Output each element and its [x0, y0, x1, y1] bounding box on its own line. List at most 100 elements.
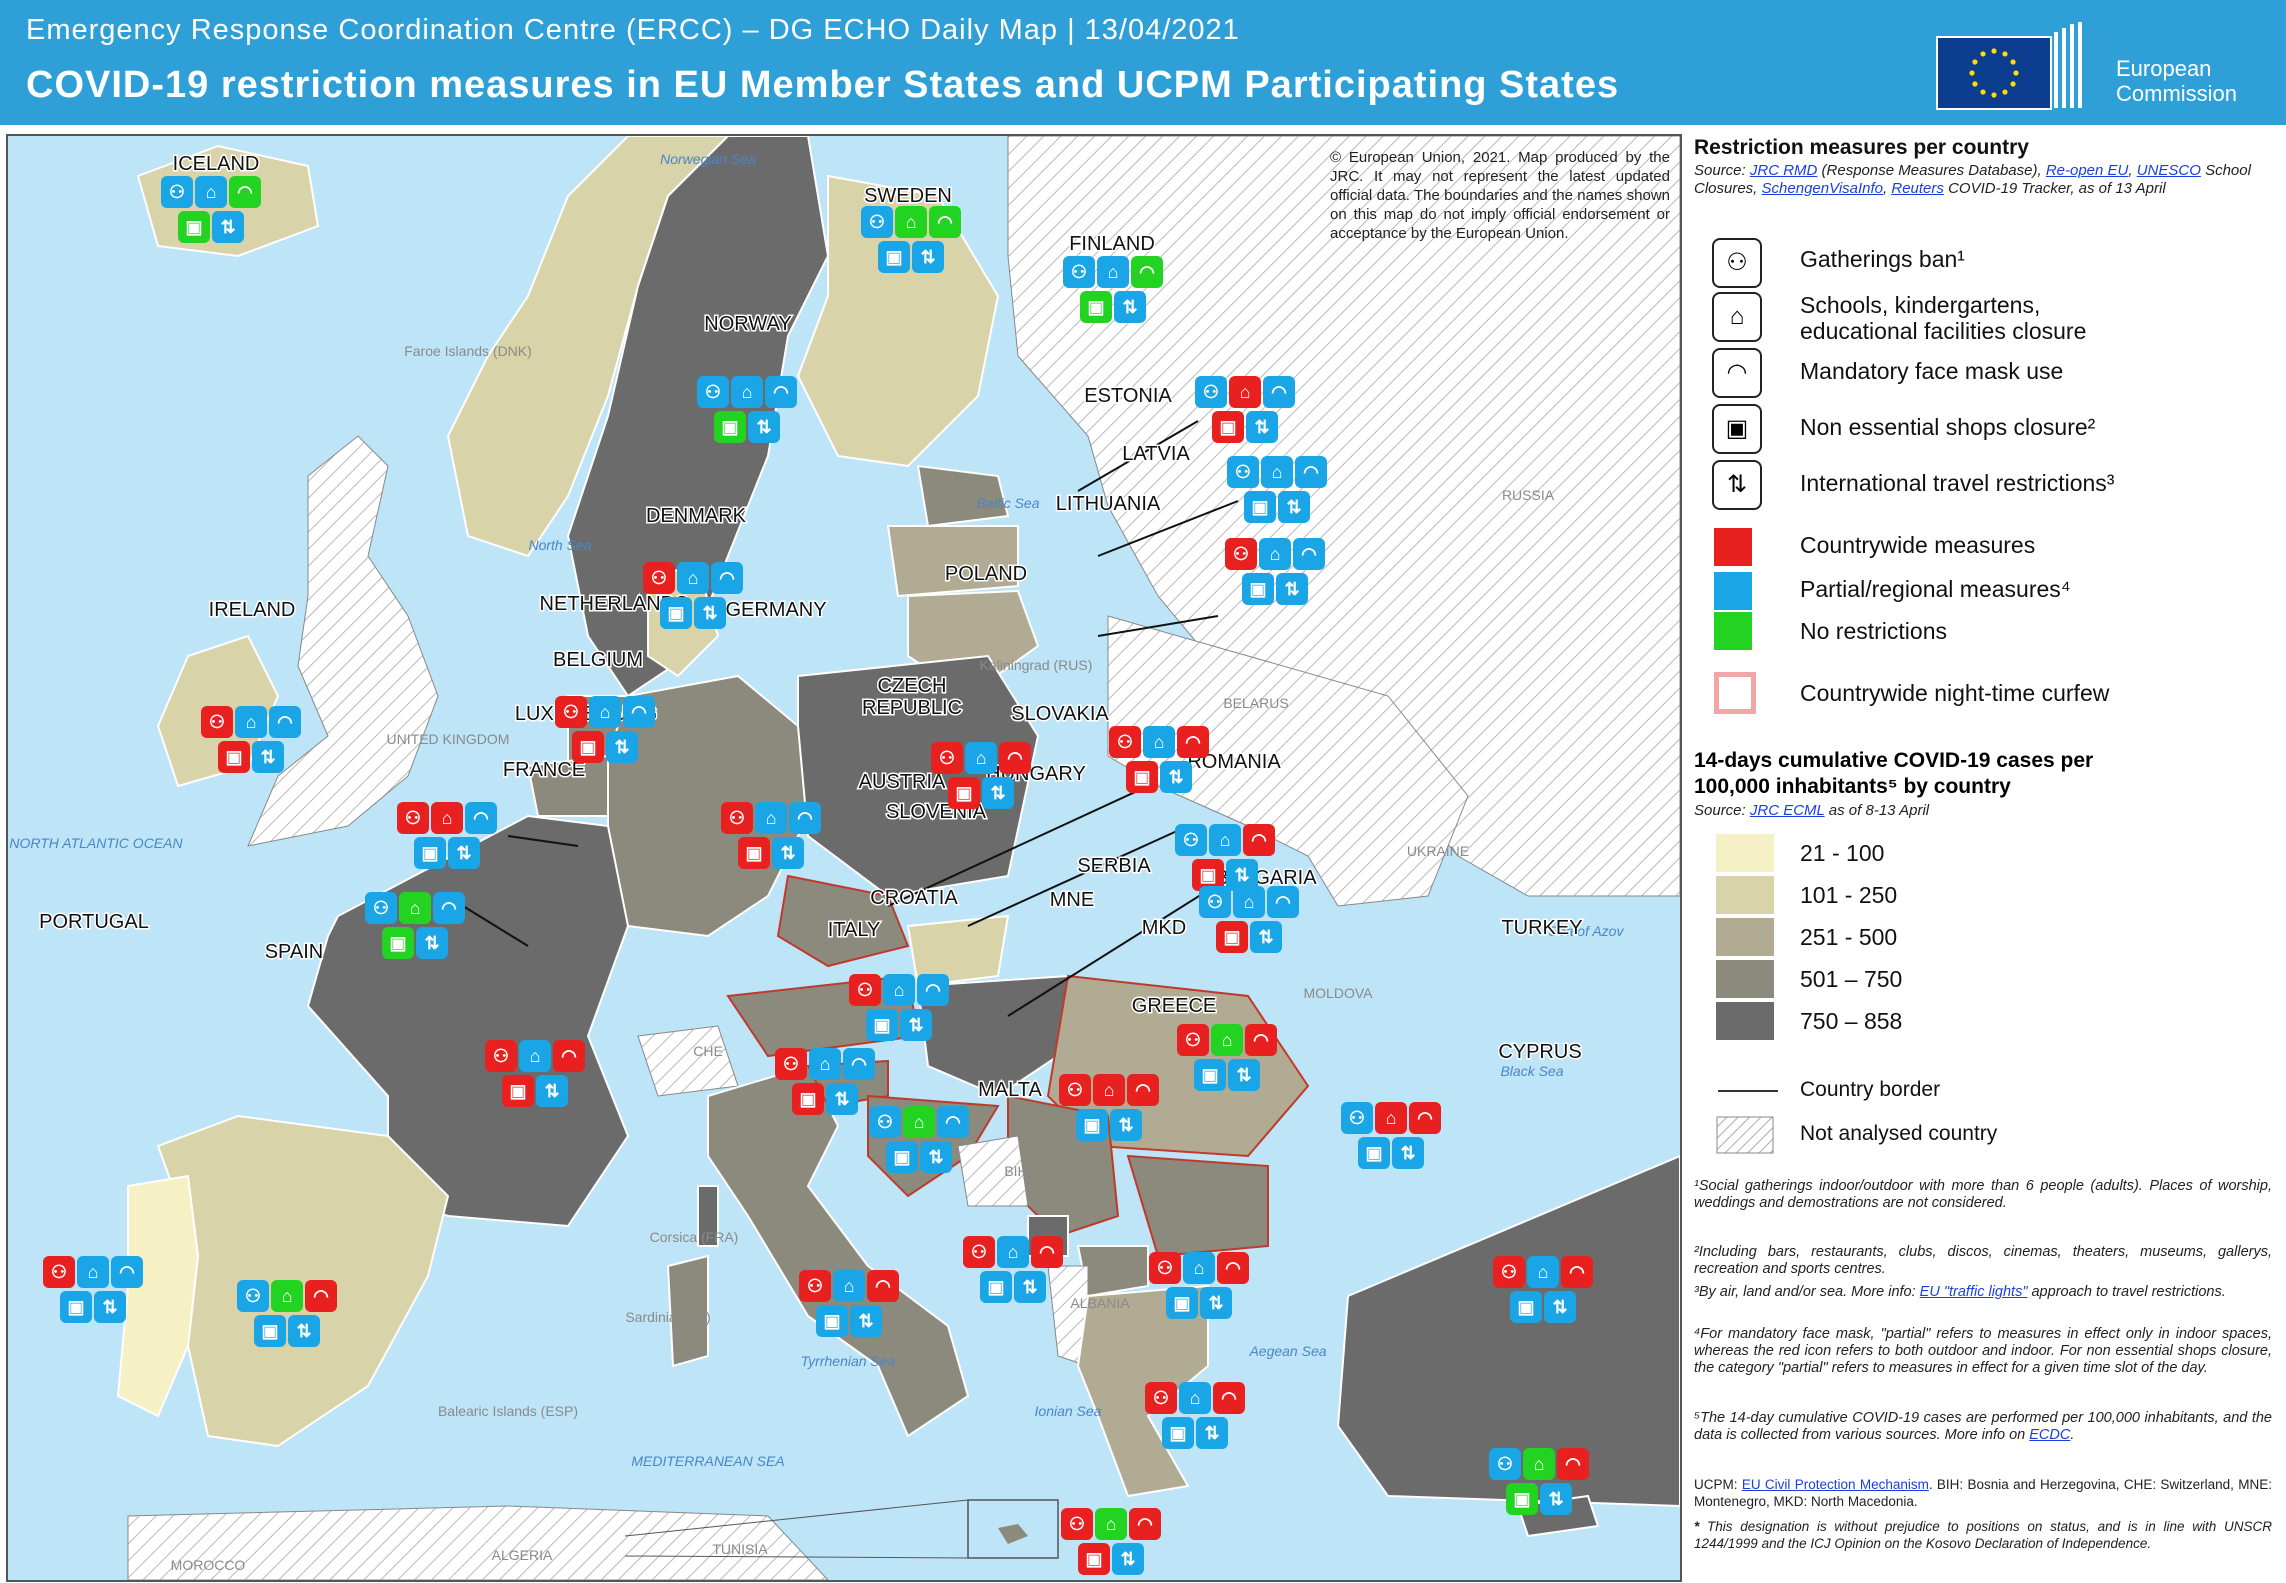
icon-row: ▣ ⇅: [1108, 761, 1218, 796]
measure-icons: ⚇ ⌂ ◠ ▣ ⇅: [962, 1236, 1072, 1306]
eu-star: [2002, 51, 2008, 57]
icon-row: ▣ ⇅: [798, 1305, 908, 1340]
school-icon: ⌂: [1209, 824, 1241, 856]
travel-restriction-icon: ⇅: [826, 1083, 858, 1115]
reuters-link[interactable]: Reuters: [1891, 180, 1944, 197]
place-label: CHE: [693, 1043, 723, 1059]
shop-closure-icon: ▣: [60, 1291, 92, 1323]
latvia-region: [886, 525, 1019, 598]
country-label: GREECE: [1132, 995, 1216, 1017]
eu-star: [2010, 81, 2016, 87]
icon-row: ⚇ ⌂ ◠: [1492, 1256, 1602, 1291]
range-label: 101 - 250: [1800, 882, 1898, 908]
malta-inset-lines: [624, 1499, 969, 1559]
shop-closure-icon: ▣: [1358, 1137, 1390, 1169]
icon-row: ⚇ ⌂ ◠: [798, 1270, 908, 1305]
face-mask-icon: ◠: [1177, 726, 1209, 758]
copyright-note: © European Union, 2021. Map produced by …: [1330, 149, 1670, 242]
footnote-5-tail: .: [2070, 1427, 2075, 1443]
travel-restriction-icon: ⇅: [772, 837, 804, 869]
travel-restriction-icon: ⇅: [288, 1315, 320, 1347]
travel-restriction-icon: ⇅: [252, 741, 284, 773]
ucpm-link[interactable]: EU Civil Protection Mechanism: [1741, 1477, 1929, 1492]
leader-line: [887, 785, 1149, 907]
eu-star: [1972, 59, 1978, 65]
reopen-eu-link[interactable]: Re-open EU: [2045, 162, 2129, 179]
ecdc-link[interactable]: ECDC: [2029, 1427, 2071, 1443]
travel-restriction-icon: ⇅: [920, 1141, 952, 1173]
source-text: School Closures,: [1694, 162, 2251, 197]
travel-restriction-icon: ⇅: [982, 777, 1014, 809]
face-mask-icon: ◠: [1293, 538, 1325, 570]
icon-row: ⚇ ⌂ ◠: [720, 802, 830, 837]
country-label: FINLAND: [1069, 233, 1155, 255]
footnote-5: ⁵The 14-day cumulative COVID-19 cases ar…: [1694, 1410, 2272, 1444]
measure-icons: ⚇ ⌂ ◠ ▣ ⇅: [484, 1040, 594, 1110]
shop-closure-icon: ▣: [866, 1009, 898, 1041]
face-mask-icon: ◠: [1243, 824, 1275, 856]
legend-shops-label: Non essential shops closure²: [1800, 414, 2096, 440]
range-label: 21 - 100: [1800, 840, 1885, 866]
country-label: MALTA: [978, 1079, 1042, 1101]
country-label: ROMANIA: [1187, 751, 1281, 773]
icon-row: ⚇ ⌂ ◠: [1062, 256, 1172, 291]
school-icon: ⌂: [883, 974, 915, 1006]
gathering-ban-icon: ⚇: [1059, 1074, 1091, 1106]
place-label: MOLDOVA: [1304, 985, 1374, 1001]
school-icon: ⌂: [833, 1270, 865, 1302]
cases-title: 14-days cumulative COVID-19 cases per 10…: [1694, 748, 2093, 800]
malta-island: [998, 1524, 1028, 1544]
school-icon: ⌂: [1093, 1074, 1125, 1106]
measure-icons: ⚇ ⌂ ◠ ▣ ⇅: [930, 742, 1040, 812]
place-label: Faroe Islands (DNK): [404, 343, 532, 359]
country-label: LITHUANIA: [1056, 493, 1161, 515]
country-label: ESTONIA: [1084, 385, 1172, 407]
footnote-2: ²Including bars, restaurants, clubs, dis…: [1694, 1244, 2272, 1277]
measure-icons: ⚇ ⌂ ◠ ▣ ⇅: [848, 974, 958, 1044]
icon-row: ▣ ⇅: [720, 837, 830, 872]
leader-line: [1097, 500, 1239, 557]
school-icon: ⌂: [1233, 886, 1265, 918]
place-label: Sardinia (ITA): [625, 1309, 710, 1325]
poland-region: [797, 654, 1040, 898]
icon-row: ▣ ⇅: [860, 241, 970, 276]
icon-row: ▣ ⇅: [554, 731, 664, 766]
schengen-link[interactable]: SchengenVisaInfo: [1761, 180, 1884, 197]
gathering-ban-icon: ⚇: [1195, 376, 1227, 408]
travel-restriction-icon: ⇅: [694, 597, 726, 629]
place-label: UNITED KINGDOM: [387, 731, 510, 747]
icon-row: ▣ ⇅: [848, 1009, 958, 1044]
shop-closure-icon: ▣: [1712, 404, 1762, 454]
icon-row: ⚇ ⌂ ◠: [554, 696, 664, 731]
jrc-ecml-link[interactable]: JRC ECML: [1749, 802, 1825, 819]
face-mask-icon: ◠: [929, 206, 961, 238]
school-icon: ⌂: [1229, 376, 1261, 408]
school-icon: ⌂: [1259, 538, 1291, 570]
school-icon: ⌂: [895, 206, 927, 238]
gathering-ban-icon: ⚇: [1061, 1508, 1093, 1540]
legend-curfew-label: Countrywide night-time curfew: [1800, 680, 2110, 706]
logo-text-line-2: Commission: [2116, 81, 2238, 106]
school-icon: ⌂: [1211, 1024, 1243, 1056]
traffic-lights-link[interactable]: EU "traffic lights": [1919, 1284, 2028, 1300]
icon-row: ▣ ⇅: [484, 1075, 594, 1110]
measure-icons: ⚇ ⌂ ◠ ▣ ⇅: [1176, 1024, 1286, 1094]
icon-row: ⚇ ⌂ ◠: [930, 742, 1040, 777]
legend-schools-label: Schools, kindergartens,: [1800, 292, 2041, 318]
jrc-rmd-link[interactable]: JRC RMD: [1749, 162, 1818, 179]
icon-row: ▣ ⇅: [868, 1141, 978, 1176]
school-icon: ⌂: [399, 892, 431, 924]
measure-icons: ⚇ ⌂ ◠ ▣ ⇅: [642, 562, 752, 632]
eu-star: [2010, 59, 2016, 65]
ucpm-tail: . BIH: Bosnia and Herzegovina, CHE: Swit…: [1694, 1477, 2272, 1509]
bih-region: [957, 1135, 1029, 1207]
source-text: as of 8-13 April: [1824, 802, 1930, 819]
shop-closure-icon: ▣: [1242, 573, 1274, 605]
sea-label: North Sea: [528, 537, 591, 553]
icon-row: ▣ ⇅: [1176, 1059, 1286, 1094]
measure-icons: ⚇ ⌂ ◠ ▣ ⇅: [1194, 376, 1304, 446]
icon-row: ⚇ ⌂ ◠: [868, 1106, 978, 1141]
map-panel: Norwegian Sea North Sea Baltic Sea NORTH…: [6, 134, 1682, 1582]
measure-icons: ⚇ ⌂ ◠ ▣ ⇅: [236, 1280, 346, 1350]
unesco-link[interactable]: UNESCO: [2136, 162, 2201, 179]
